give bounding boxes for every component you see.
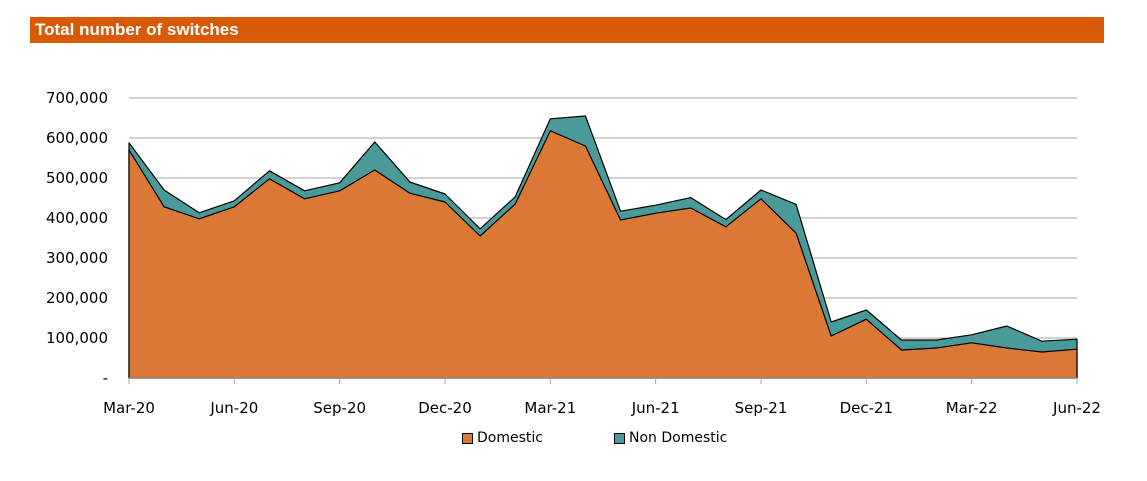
y-tick-label: 600,000 <box>46 129 108 147</box>
y-tick-label: 700,000 <box>46 89 108 107</box>
legend-label-non-domestic: Non Domestic <box>629 430 728 446</box>
x-tick-label: Mar-22 <box>946 399 998 417</box>
x-tick-label: Mar-21 <box>524 399 576 417</box>
y-tick-label: 500,000 <box>46 169 108 187</box>
x-tick-label: Mar-20 <box>103 399 155 417</box>
y-tick-label: 300,000 <box>46 249 108 267</box>
legend-item-domestic: Domestic <box>462 430 543 446</box>
y-tick-label: 200,000 <box>46 289 108 307</box>
x-tick-label: Sep-21 <box>735 399 788 417</box>
legend-swatch-domestic <box>462 432 473 444</box>
legend-label-domestic: Domestic <box>477 430 543 446</box>
chart-title-bar: Total number of switches <box>30 17 1104 43</box>
y-tick-label: 100,000 <box>46 329 108 347</box>
chart-title: Total number of switches <box>35 20 239 39</box>
legend-item-non-domestic: Non Domestic <box>614 430 727 446</box>
y-tick-label: 400,000 <box>46 209 108 227</box>
x-tick-label: Jun-21 <box>631 399 680 417</box>
x-tick-label: Jun-22 <box>1052 399 1101 417</box>
legend: Domestic Non Domestic <box>0 430 1147 450</box>
x-tick-label: Sep-20 <box>313 399 366 417</box>
area-domestic <box>128 130 1078 379</box>
x-tick-label: Jun-20 <box>209 399 258 417</box>
y-tick-label: - <box>103 369 108 387</box>
x-tick-label: Dec-21 <box>840 399 894 417</box>
x-tick-label: Dec-20 <box>418 399 472 417</box>
legend-swatch-non-domestic <box>614 432 625 444</box>
